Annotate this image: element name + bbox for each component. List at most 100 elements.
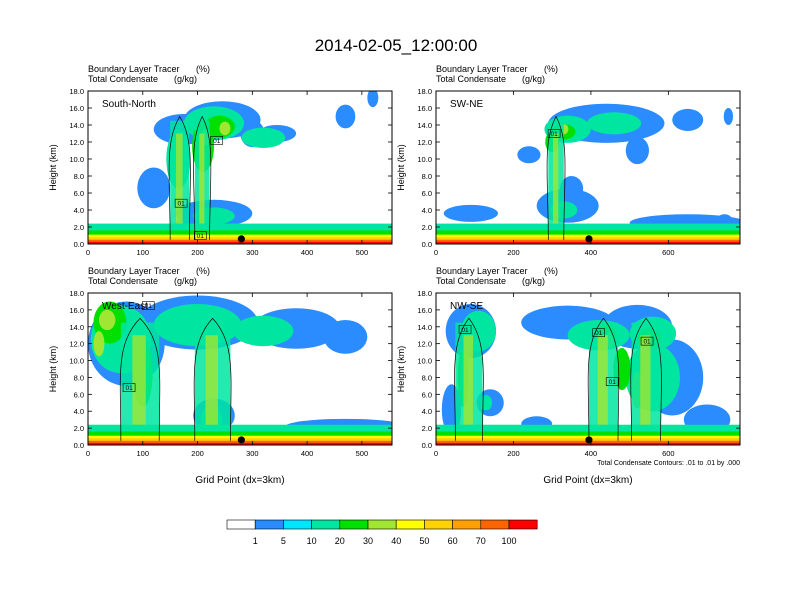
x-tick-label: 400 [585,248,598,257]
x-tick-label: 200 [191,449,204,458]
x-tick-label: 300 [246,449,259,458]
x-tick-label: 0 [86,248,90,257]
surface-marker [585,235,593,243]
x-tick-label: 500 [356,449,369,458]
y-tick-label: 10.0 [417,155,432,164]
field-blob [323,320,368,354]
x-axis-label: Grid Point (dx=3km) [543,475,632,486]
colorbar-label: 40 [391,536,401,546]
condensate-contour [587,317,620,441]
panel-name-label: NW-SE [450,301,483,312]
colorbar-label: 50 [419,536,429,546]
y-tick-label: 16.0 [417,104,432,113]
condensate-contour [193,115,212,240]
colorbar-swatch [480,519,510,530]
colorbar-swatch [452,519,482,530]
colorbar-label: 20 [335,536,345,546]
plot-area: 01 01 01 01 [436,293,740,445]
x-tick-label: 200 [507,449,520,458]
plot-frame [87,292,393,446]
contour-label-box [122,383,136,392]
plot-frame [87,90,393,245]
plot-area: 01 [436,91,740,244]
convective-core [205,335,218,445]
contour-label-box [605,377,619,386]
surface-marker [237,235,245,243]
y-tick-label: 12.0 [69,340,84,349]
field-blob [219,121,231,136]
plot-area: 01 01 01 [88,91,392,244]
series-unit: (g/kg) [174,276,197,286]
convective-core [597,335,608,445]
colorbar: 1 5 10 20 30 40 50 60 70 100 [226,519,538,546]
surface-marker [585,436,593,444]
field-blob [587,112,642,135]
field-blob [625,136,649,165]
colorbar-swatch [508,519,538,530]
contour-label: 01 [125,385,133,392]
y-tick-label: 10.0 [69,357,84,366]
field-blob [335,104,356,129]
condensate-contour [119,317,161,441]
y-tick-label: 14.0 [417,323,432,332]
condensate-contour [630,317,662,441]
plot-frame [435,292,741,446]
y-tick-label: 6.0 [422,390,432,399]
x-tick-label: 600 [662,248,675,257]
colorbar-swatch [424,519,453,530]
y-tick-label: 8.0 [422,172,432,181]
contour-label-box [592,328,605,337]
colorbar-swatch [395,519,425,530]
contour-label: 01 [177,201,185,208]
contour-label: 01 [145,303,153,310]
series-unit: (g/kg) [522,74,545,84]
panels-group: 01 01 01 South-North Boundary Layer Tracer (%… [48,64,741,486]
field-blob [137,167,171,209]
y-tick-label: 0.0 [74,441,84,450]
series-label: Total Condensate [436,74,506,84]
field-blob [716,214,733,227]
x-tick-label: 400 [585,449,598,458]
y-tick-label: 2.0 [422,424,432,433]
y-tick-label: 14.0 [417,121,432,130]
boundary-layer-band [436,442,740,445]
y-tick-label: 18.0 [69,289,84,298]
plot-area: 01 01 [88,293,392,445]
y-axis-label: Height (km) [396,346,406,393]
contour-label: 01 [550,131,558,138]
x-tick-label: 0 [434,449,438,458]
contour-label-box [141,301,155,310]
y-tick-label: 6.0 [74,189,84,198]
y-tick-label: 0.0 [74,240,84,249]
y-tick-label: 2.0 [422,223,432,232]
colorbar-label: 70 [476,536,486,546]
y-tick-label: 4.0 [422,407,432,416]
contour-label: 01 [643,339,651,346]
field-blob [98,309,116,331]
boundary-layer-band [88,241,392,244]
y-tick-label: 4.0 [74,407,84,416]
field-blob [443,204,498,222]
contour-label: 01 [461,327,469,334]
contour-label-box [174,198,188,208]
contour-label-box [210,136,224,145]
x-tick-label: 0 [434,248,438,257]
y-tick-label: 0.0 [422,240,432,249]
colorbar-swatch [226,519,256,530]
x-tick-label: 0 [86,449,90,458]
condensate-contour [193,317,232,441]
series-unit: (%) [544,266,558,276]
y-tick-label: 8.0 [74,172,84,181]
y-tick-label: 16.0 [69,306,84,315]
field-blob [517,146,541,164]
y-tick-label: 14.0 [69,323,84,332]
condensate-contour [546,115,566,240]
series-unit: (%) [544,64,558,74]
chart-title: 2014-02-05_12:00:00 [315,36,478,55]
series-label: Total Condensate [88,74,158,84]
y-axis-label: Height (km) [48,346,58,393]
panel-sw-ne: 01 SW-NE Boundary Layer Tracer (%) Total Con… [396,64,741,257]
colorbar-label: 60 [448,536,458,546]
series-label: Total Condensate [436,276,506,286]
